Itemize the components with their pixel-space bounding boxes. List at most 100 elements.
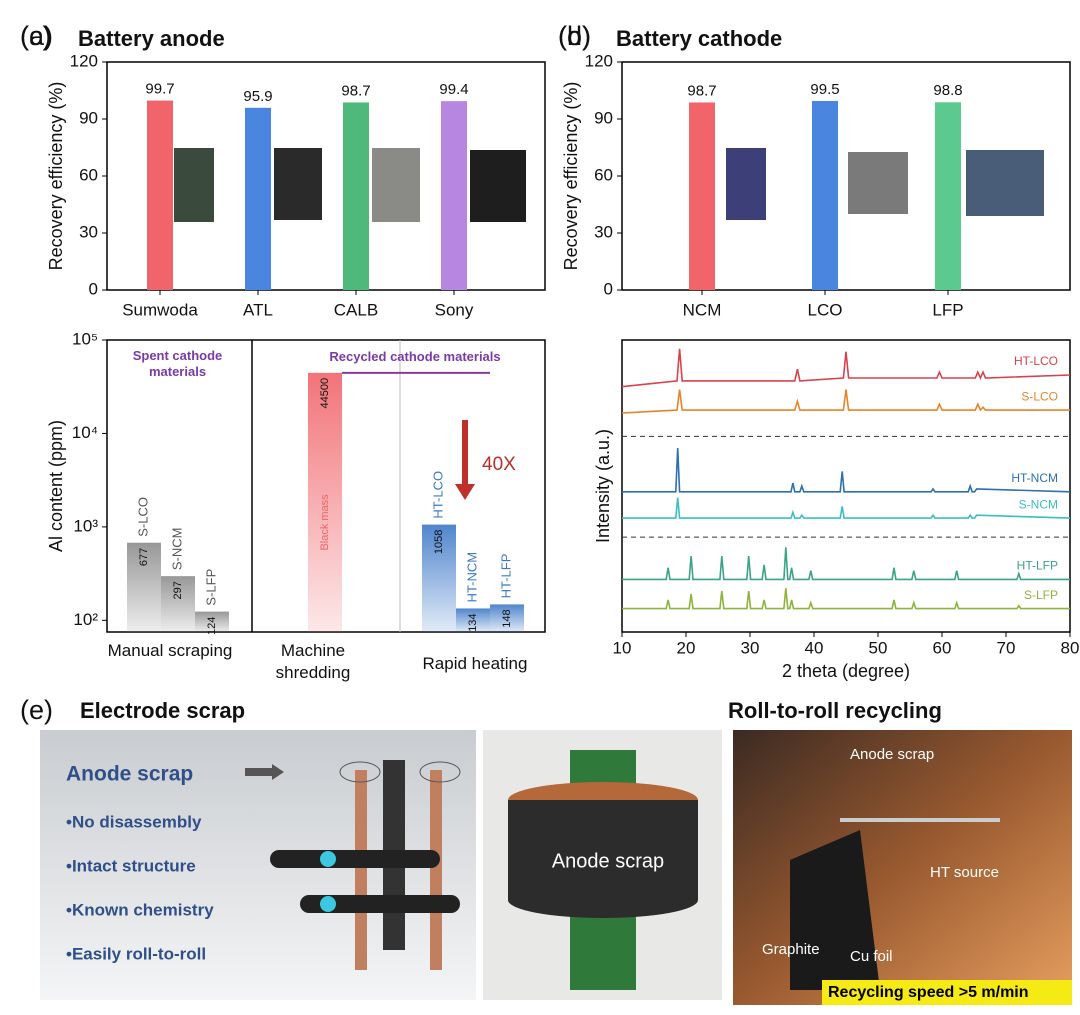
- bar: [195, 611, 229, 632]
- value-label: 148: [501, 609, 513, 627]
- x-axis-label: 2 theta (degree): [782, 661, 910, 681]
- panel-label: (e): [20, 695, 53, 725]
- value-label: 99.5: [810, 81, 839, 98]
- bar-name: Black mass: [319, 494, 331, 551]
- legend-label: HT-NCM: [1011, 471, 1058, 485]
- x-tick-label: Sony: [435, 300, 474, 319]
- x-tick-label: 60: [933, 638, 952, 657]
- y-tick-label: 0: [89, 279, 98, 298]
- panel-label: (c): [20, 21, 51, 51]
- y-tick-label: 30: [594, 222, 613, 241]
- y-axis-label: Recovery efficiency (%): [46, 82, 66, 271]
- y-axis-label: Intensity (a.u.): [593, 429, 613, 543]
- legend-label: HT-LCO: [1014, 354, 1058, 368]
- x-tick-label: 30: [741, 638, 760, 657]
- annotation: Spent cathode materials: [132, 348, 223, 379]
- x-tick-label: LCO: [808, 300, 843, 319]
- group-label: Manual scraping: [107, 641, 233, 660]
- bar: [812, 100, 838, 290]
- chart-title: Battery cathode: [616, 26, 782, 51]
- bar-name: S-NCM: [169, 528, 184, 571]
- bar-name: HT-LCO: [430, 471, 445, 519]
- y-axis-label: Recovery efficiency (%): [561, 82, 581, 271]
- y-tick-label: 10³: [73, 516, 98, 535]
- group-label: Rapid heating: [422, 654, 528, 673]
- photo-annotation: HT source: [930, 864, 999, 881]
- legend-label: S-NCM: [1019, 497, 1058, 511]
- photo-annotation: Cu foil: [850, 948, 893, 965]
- bullet: •Easily roll-to-roll: [66, 944, 206, 963]
- bar: [161, 576, 195, 632]
- bar: [689, 102, 715, 290]
- x-tick-label: 20: [677, 638, 696, 657]
- chart-title: Battery anode: [78, 26, 225, 51]
- speed-label: Recycling speed >5 m/min: [828, 984, 1029, 1001]
- bar: [245, 107, 271, 290]
- bar: [490, 604, 524, 632]
- group-label: Machine shredding: [275, 641, 351, 682]
- value-label: 99.4: [439, 81, 468, 98]
- value-label: 44500: [319, 378, 331, 409]
- section-title: Roll-to-roll recycling: [728, 698, 942, 723]
- section-title: Electrode scrap: [80, 698, 245, 723]
- bar-name: HT-NCM: [464, 552, 479, 603]
- scheme-heading: Anode scrap: [66, 763, 193, 786]
- photo-label: Anode scrap: [552, 850, 664, 872]
- x-tick-label: 80: [1061, 638, 1080, 657]
- x-tick-label: 40: [805, 638, 824, 657]
- bullet: •Intact structure: [66, 856, 196, 875]
- series-line: [621, 389, 1070, 414]
- value-label: 677: [138, 548, 150, 566]
- y-tick-label: 60: [79, 165, 98, 184]
- series-line: [622, 547, 1070, 581]
- y-axis-label: Al content (ppm): [46, 420, 66, 552]
- bullet: •No disassembly: [66, 812, 202, 831]
- bar: [308, 372, 342, 632]
- bar: [935, 102, 961, 290]
- y-tick-label: 120: [70, 51, 98, 70]
- bar: [343, 102, 369, 290]
- legend-label: S-LFP: [1024, 588, 1058, 602]
- bullet: •Known chemistry: [66, 900, 214, 919]
- y-tick-label: 120: [585, 51, 613, 70]
- y-tick-label: 0: [604, 279, 613, 298]
- photo-annotation: Anode scrap: [850, 746, 934, 763]
- value-label: 1058: [433, 530, 445, 554]
- bar: [441, 101, 467, 290]
- value-label: 98.7: [687, 82, 716, 99]
- annotation: 40X: [482, 454, 516, 475]
- x-tick-label: CALB: [334, 300, 378, 319]
- value-label: 134: [467, 613, 479, 631]
- bar: [422, 524, 456, 632]
- x-tick-label: 10: [613, 638, 632, 657]
- bar-name: S-LCO: [135, 497, 150, 537]
- value-label: 124: [206, 617, 218, 635]
- bar: [456, 608, 490, 632]
- series-line: [622, 447, 1071, 493]
- x-tick-label: NCM: [683, 300, 722, 319]
- x-tick-label: LFP: [932, 300, 963, 319]
- y-tick-label: 10⁴: [72, 423, 98, 442]
- bar: [127, 542, 161, 632]
- y-tick-label: 90: [594, 108, 613, 127]
- legend-label: HT-LFP: [1017, 559, 1058, 573]
- photo-annotation: Graphite: [762, 941, 820, 958]
- y-tick-label: 90: [79, 108, 98, 127]
- value-label: 297: [172, 581, 184, 599]
- legend-label: S-LCO: [1021, 389, 1058, 403]
- x-tick-label: Sumwoda: [122, 300, 198, 319]
- series-line: [622, 497, 1071, 519]
- value-label: 98.8: [933, 82, 962, 99]
- y-tick-label: 60: [594, 165, 613, 184]
- plot-frame: [621, 339, 1071, 633]
- panel-e-graphics: [40, 730, 1072, 1005]
- value-label: 99.7: [145, 81, 174, 98]
- series-line: [621, 348, 1071, 388]
- panel-label: (d): [558, 21, 591, 51]
- bar: [147, 100, 173, 290]
- y-tick-label: 10²: [73, 610, 98, 629]
- value-label: 95.9: [243, 88, 272, 105]
- x-tick-label: 70: [997, 638, 1016, 657]
